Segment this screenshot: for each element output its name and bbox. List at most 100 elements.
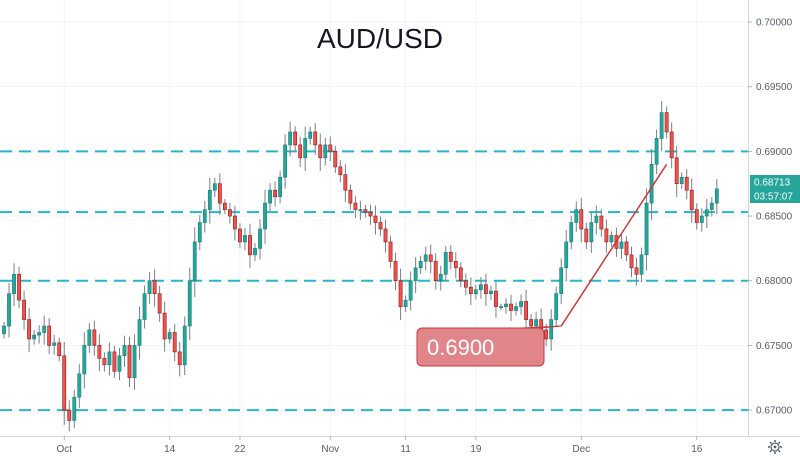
last-price-box: [750, 175, 800, 189]
candle-body: [413, 267, 418, 282]
candle-body: [338, 166, 343, 175]
candle: [57, 337, 62, 362]
candle: [393, 252, 398, 291]
candle-body: [298, 144, 303, 159]
candle: [473, 284, 478, 300]
candle: [338, 160, 343, 183]
candle: [87, 323, 92, 353]
candle-body: [248, 235, 252, 256]
candle: [303, 126, 308, 172]
annotation-box: [416, 327, 545, 367]
candle: [604, 219, 609, 253]
time-tick-label: 19: [470, 444, 482, 455]
candle: [228, 202, 232, 224]
candle: [212, 177, 217, 197]
candle: [634, 258, 639, 286]
candle-body: [679, 176, 684, 185]
candle-body: [649, 164, 654, 204]
candle-body: [418, 261, 423, 269]
candle-body: [348, 189, 353, 204]
candle: [689, 178, 694, 223]
candle-body: [524, 301, 528, 320]
candle-body: [72, 396, 77, 421]
candle: [12, 263, 16, 307]
candle: [709, 197, 714, 217]
candle-body: [423, 254, 428, 262]
candle: [494, 281, 498, 318]
candle: [499, 303, 503, 311]
candle-body: [293, 131, 298, 146]
candle: [92, 320, 97, 356]
candle: [253, 243, 257, 261]
candle: [268, 183, 272, 211]
candle-body: [393, 261, 398, 282]
candle: [97, 334, 102, 372]
candle-body: [519, 301, 523, 307]
candle: [323, 137, 328, 166]
candle: [82, 332, 87, 389]
candle-body: [27, 319, 32, 340]
candle-body: [358, 209, 363, 211]
candle: [17, 266, 21, 309]
candle-body: [177, 351, 182, 366]
candle-body: [182, 325, 187, 366]
candle-body: [222, 202, 227, 210]
candle-body: [704, 209, 709, 217]
candle-body: [12, 273, 16, 294]
candle: [348, 184, 353, 210]
candle-body: [694, 209, 699, 223]
candle-body: [7, 293, 11, 327]
candle-body: [554, 293, 559, 320]
time-axis[interactable]: Oct 14 22 Nov 11 19 Dec 16: [56, 436, 703, 455]
candle-body: [494, 290, 498, 307]
candle: [519, 294, 523, 315]
candle-body: [604, 228, 609, 243]
candle-body: [674, 157, 679, 185]
candle-body: [197, 222, 202, 243]
candle-body: [57, 342, 62, 357]
candle: [408, 271, 413, 311]
candle-body: [107, 351, 112, 366]
candle: [549, 309, 554, 351]
candle: [182, 316, 187, 376]
candle: [248, 223, 252, 269]
candle-body: [37, 332, 42, 336]
candle: [704, 199, 709, 229]
candle: [398, 268, 403, 321]
candle: [358, 200, 363, 220]
candle-body: [428, 254, 433, 262]
candle: [207, 177, 212, 224]
candle: [378, 216, 383, 236]
settings-gear-icon[interactable]: [768, 440, 782, 454]
candle-body: [2, 325, 6, 335]
candle-body: [238, 228, 242, 243]
candle: [413, 257, 418, 293]
price-tick-label: 0.70000: [756, 17, 793, 28]
price-axis[interactable]: 0.70000 0.69500 0.69000 0.68500 0.68000 0.675…: [748, 17, 793, 417]
candle-body: [509, 303, 513, 311]
candle: [27, 307, 32, 353]
candle: [22, 290, 26, 330]
candle-body: [499, 306, 503, 308]
candle: [72, 389, 77, 429]
candle: [368, 204, 373, 225]
candle-body: [17, 273, 21, 301]
annotation[interactable]: 0.6900: [416, 163, 668, 367]
candle-body: [233, 215, 237, 230]
candle-body: [243, 235, 247, 243]
candle: [679, 172, 684, 190]
candle-body: [373, 215, 378, 223]
candle-body: [689, 189, 694, 210]
candle-body: [403, 299, 408, 307]
candle-body: [253, 248, 257, 256]
candle-body: [599, 215, 604, 230]
candle: [47, 318, 52, 355]
candle-body: [157, 293, 162, 314]
candle: [202, 200, 207, 233]
candle-body: [303, 138, 308, 159]
candle-body: [569, 222, 574, 243]
time-tick-label: Oct: [56, 444, 72, 455]
candle: [142, 285, 147, 329]
candle: [278, 171, 283, 204]
candle-body: [383, 228, 388, 243]
